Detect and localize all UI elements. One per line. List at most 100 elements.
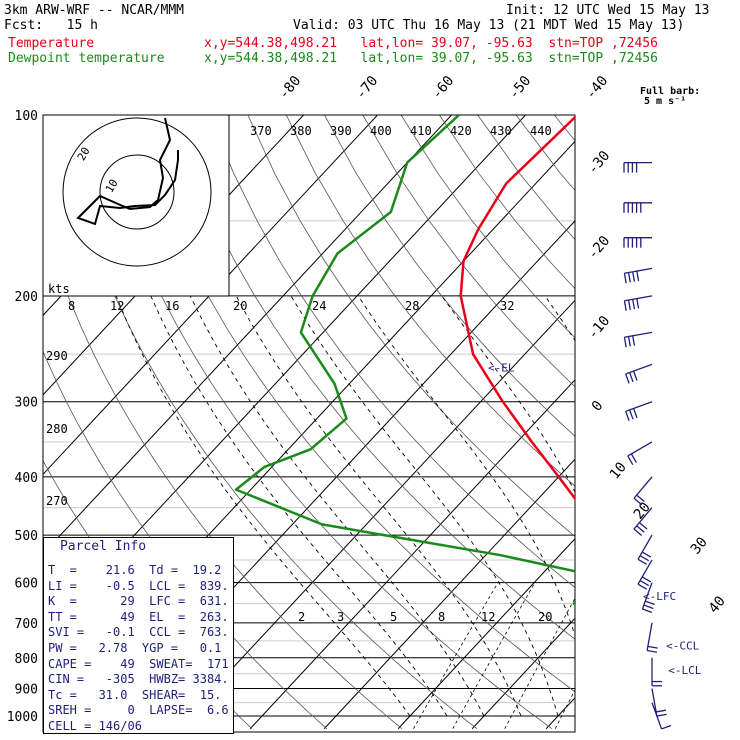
pressure-tick-label: 400 <box>15 471 38 486</box>
mixing-ratio-label: 5 <box>390 610 397 624</box>
hodograph-ring-label: 20 <box>75 145 93 163</box>
temperature-tick-label: -70 <box>353 73 382 103</box>
pressure-tick-label: 200 <box>15 290 38 305</box>
temperature-tick-label: -80 <box>276 73 305 103</box>
temperature-tick-label: -40 <box>583 73 612 103</box>
hodograph-speed-label: 8 <box>68 299 75 313</box>
dry-adiabat <box>94 115 553 730</box>
parcel-info-row: SVI = -0.1 CCL = 763. <box>48 625 229 640</box>
parcel-info-row: CIN = -305 HWBZ= 3384. <box>48 672 229 687</box>
hodograph-trace <box>76 117 179 226</box>
level-marker: <-CCL <box>666 639 699 652</box>
moist-adiabat <box>150 295 448 717</box>
valid-time: Valid: 03 UTC Thu 16 May 13 (21 MDT Wed … <box>293 18 685 33</box>
temperature-legend-label: Temperature <box>8 36 95 51</box>
mixing-ratio-label: 8 <box>438 610 445 624</box>
wind-barb <box>625 363 653 384</box>
wind-barb <box>633 476 653 506</box>
parcel-info-title: Parcel Info <box>59 539 147 554</box>
dry-adiabat <box>247 115 575 538</box>
isotherm <box>694 115 740 729</box>
wind-barb <box>651 702 672 730</box>
dry-adiabat <box>553 115 575 142</box>
temperature-location-info: x,y=544.38,498.21 lat,lon= 39.07, -95.63… <box>204 36 658 51</box>
dry-adiabat <box>285 115 575 487</box>
theta-label: 400 <box>370 124 392 138</box>
isotherm <box>323 458 575 730</box>
dewpoint-location-info: x,y=544.38,498.21 lat,lon= 39.07, -95.63… <box>204 51 658 66</box>
theta-label: 410 <box>410 124 432 138</box>
isotherm <box>620 115 740 729</box>
temperature-tick-label: 40 <box>706 593 729 616</box>
theta-label: 430 <box>490 124 512 138</box>
wind-barb <box>623 202 652 213</box>
wind-barb <box>637 559 653 590</box>
temperature-profile <box>459 115 575 501</box>
mixing-ratio-label: 3 <box>337 610 344 624</box>
hodograph-speed-label: 16 <box>165 299 179 313</box>
dry-adiabat <box>132 115 575 693</box>
wind-barb <box>623 331 653 348</box>
dry-adiabat <box>56 115 478 730</box>
wind-barb <box>623 295 653 311</box>
temperature-tick-label: -30 <box>585 148 614 178</box>
dry-adiabat <box>593 115 740 729</box>
mixing-ratio-line <box>413 582 499 729</box>
parcel-info-row: CAPE = 49 SWEAT= 171 <box>48 656 229 671</box>
wind-barbs <box>623 161 672 730</box>
mixing-ratio-line <box>601 583 674 729</box>
parcel-info-panel <box>43 537 234 734</box>
wind-barb <box>651 688 667 717</box>
pressure-tick-label: 300 <box>15 396 38 411</box>
wind-barb-legend: 5 m s⁻¹ <box>644 96 686 107</box>
hodograph-speed-label: 20 <box>233 299 247 313</box>
parcel-info-row: K = 29 LFC = 631. <box>48 594 229 609</box>
temperature-tick-label: -20 <box>585 233 614 263</box>
dry-adiabat <box>669 115 740 729</box>
wind-barb <box>623 237 652 248</box>
isotherm <box>249 379 575 730</box>
model-title: 3km ARW-WRF -- NCAR/MMM <box>4 3 185 18</box>
wind-barb <box>646 622 658 653</box>
mixing-ratio-label: 12 <box>481 610 495 624</box>
moist-adiabat <box>235 295 522 717</box>
pressure-tick-label: 600 <box>15 577 38 592</box>
temperature-tick-label: -60 <box>429 73 458 103</box>
mixing-ratio-label: 20 <box>538 610 552 624</box>
hodograph-speed-label: 28 <box>405 299 419 313</box>
dry-adiabat <box>324 115 575 437</box>
hodograph: 10 20 <box>42 114 230 297</box>
mixing-ratio-line <box>504 597 575 729</box>
wind-barb <box>625 401 653 421</box>
moist-adiabat <box>357 295 575 638</box>
theta-label: 280 <box>46 422 68 436</box>
wind-barb-legend: Full barb: <box>640 86 700 97</box>
moist-adiabat <box>441 295 575 494</box>
level-marker: <-LFC <box>643 590 676 603</box>
theta-label: 390 <box>330 124 352 138</box>
parcel-info-row: CELL = 146/06 <box>48 719 142 733</box>
wind-barb <box>623 267 653 284</box>
parcel-info-row: PW = 2.78 YGP = 0.1 <box>48 641 222 655</box>
moist-adiabat <box>660 296 711 716</box>
dewpoint-legend-label: Dewpoint temperature <box>8 51 165 66</box>
hodograph-speed-label: 12 <box>110 299 124 313</box>
wind-barb <box>623 161 652 173</box>
theta-label: 270 <box>46 494 68 508</box>
dewpoint-profile <box>234 115 575 606</box>
plot-border <box>42 114 576 733</box>
wind-barb <box>651 657 662 687</box>
init-time: Init: 12 UTC Wed 15 May 13 <box>506 3 710 18</box>
pressure-tick-label: 900 <box>15 682 38 697</box>
wind-barb <box>637 534 653 565</box>
pressure-tick-label: 100 <box>15 109 38 124</box>
parcel-info-row: TT = 49 EL = 263. <box>48 609 229 624</box>
temperature-tick-label: 0 <box>589 398 607 415</box>
hodograph-ring-10 <box>99 154 175 230</box>
wind-barb <box>641 582 655 614</box>
temperature-tick-label: 10 <box>607 459 630 482</box>
hodograph-ring-label: 10 <box>103 177 121 195</box>
theta-label: 420 <box>450 124 472 138</box>
hodograph-speed-label: 32 <box>500 299 514 313</box>
moist-adiabat <box>544 295 575 342</box>
